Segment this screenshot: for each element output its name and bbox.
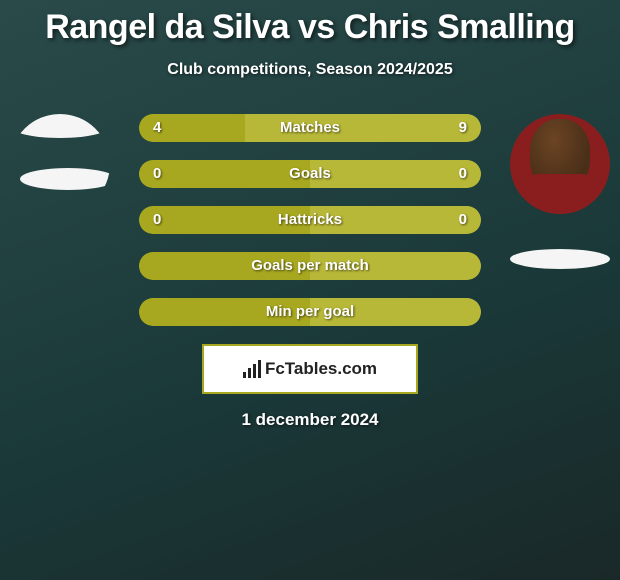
page-title: Rangel da Silva vs Chris Smalling [0, 0, 620, 47]
logo-text: FcTables.com [265, 359, 377, 379]
stat-label: Goals per match [139, 252, 481, 280]
stat-label: Min per goal [139, 298, 481, 326]
player-right-shadow [510, 249, 610, 269]
subtitle: Club competitions, Season 2024/2025 [0, 61, 620, 79]
stat-row: Min per goal [139, 298, 481, 326]
comparison-panel: 49Matches 00Goals 00Hattricks Goals per mat… [0, 114, 620, 430]
stat-label: Matches [139, 114, 481, 142]
fctables-logo: FcTables.com [202, 344, 418, 394]
bar-chart-icon [243, 360, 261, 378]
stat-bars: 49Matches 00Goals 00Hattricks Goals per mat… [139, 114, 481, 326]
stat-row: 00Hattricks [139, 206, 481, 234]
stat-row: 00Goals [139, 160, 481, 188]
player-left-avatar [10, 114, 110, 214]
stat-row: 49Matches [139, 114, 481, 142]
player-right-avatar [510, 114, 610, 214]
stat-label: Hattricks [139, 206, 481, 234]
stat-label: Goals [139, 160, 481, 188]
date-text: 1 december 2024 [0, 410, 620, 430]
stat-row: Goals per match [139, 252, 481, 280]
